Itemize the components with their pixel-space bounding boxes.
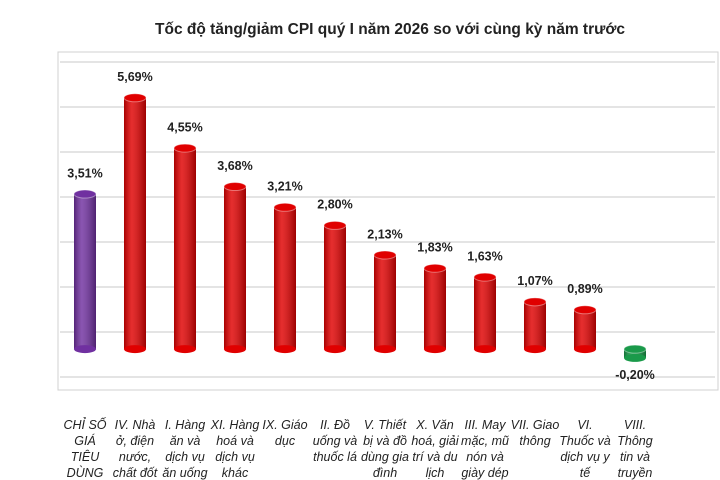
bar-cap — [173, 143, 197, 153]
value-label: 1,83% — [417, 241, 452, 255]
bar-base — [374, 345, 396, 354]
value-label: 4,55% — [167, 120, 202, 134]
bar-base — [624, 353, 646, 362]
x-tick-label: VIII. Thông tin và truyền thông — [617, 418, 653, 480]
value-label: 3,68% — [217, 159, 252, 173]
bar-shade — [474, 277, 496, 350]
bar-cap — [73, 189, 97, 199]
value-label: 2,13% — [367, 227, 402, 241]
value-label: -0,20% — [615, 368, 655, 382]
bar-base — [124, 345, 146, 354]
x-tick-label: CHỈ SỐ GIÁ TIÊU DÙNG — [63, 418, 107, 480]
bar-shade — [524, 301, 546, 350]
bar-base — [474, 345, 496, 354]
bar-base — [324, 345, 346, 354]
x-tick-label: X. Văn hoá, giải trí và du lịch — [411, 418, 459, 480]
x-tick-label: VI. Thuốc và dịch vụ y tế — [559, 418, 611, 480]
value-label: 1,63% — [467, 249, 502, 263]
bar-base — [424, 345, 446, 354]
x-tick-label: IV. Nhà ở, điện nước, chất đốt và VLXD — [112, 418, 158, 480]
bar-shade — [274, 207, 296, 350]
bar-cap — [223, 182, 247, 192]
x-tick-label: VII. Giao thông — [510, 418, 560, 448]
value-label: 1,07% — [517, 274, 552, 288]
bar-base — [74, 345, 96, 354]
chart-title: Tốc độ tăng/giảm CPI quý I năm 2026 so v… — [155, 21, 625, 38]
bar-shade — [624, 349, 646, 358]
bar-shade — [74, 194, 96, 350]
bar-base — [524, 345, 546, 354]
bar-cap — [623, 344, 647, 354]
bar-shade — [424, 268, 446, 350]
bar-cap — [573, 305, 597, 315]
x-tick-label: XI. Hàng hoá và dịch vụ khác — [210, 418, 260, 480]
x-tick-label: II. Đồ uống và thuốc lá — [312, 418, 358, 464]
value-label: 5,69% — [117, 70, 152, 84]
bar-shade — [574, 309, 596, 350]
bar-base — [224, 345, 246, 354]
x-tick-label: V. Thiết bị và đồ dùng gia đình — [361, 418, 409, 480]
bar-shade — [174, 148, 196, 350]
bar-base — [174, 345, 196, 354]
x-tick-label: I. Hàng ăn và dịch vụ ăn uống — [162, 418, 208, 480]
bar-cap — [423, 263, 447, 273]
bar-cap — [273, 202, 297, 212]
value-label: 2,80% — [317, 198, 352, 212]
x-tick-label: IX. Giáo dục — [262, 418, 308, 448]
bar-base — [274, 345, 296, 354]
bar-cap — [473, 272, 497, 282]
bar-shade — [224, 186, 246, 350]
bar-cap — [373, 250, 397, 260]
bar-cap — [323, 220, 347, 230]
bar-base — [574, 345, 596, 354]
plot-frame — [57, 51, 719, 391]
bar-shade — [374, 255, 396, 350]
bar-shade — [124, 97, 146, 350]
bar-cap — [123, 93, 147, 103]
bar-cap — [523, 297, 547, 307]
value-label: 0,89% — [567, 282, 602, 296]
value-label: 3,21% — [267, 180, 302, 194]
x-tick-label: III. May mặc, mũ nón và giày dép — [461, 418, 509, 480]
bar-shade — [324, 225, 346, 350]
value-label: 3,51% — [67, 166, 102, 180]
